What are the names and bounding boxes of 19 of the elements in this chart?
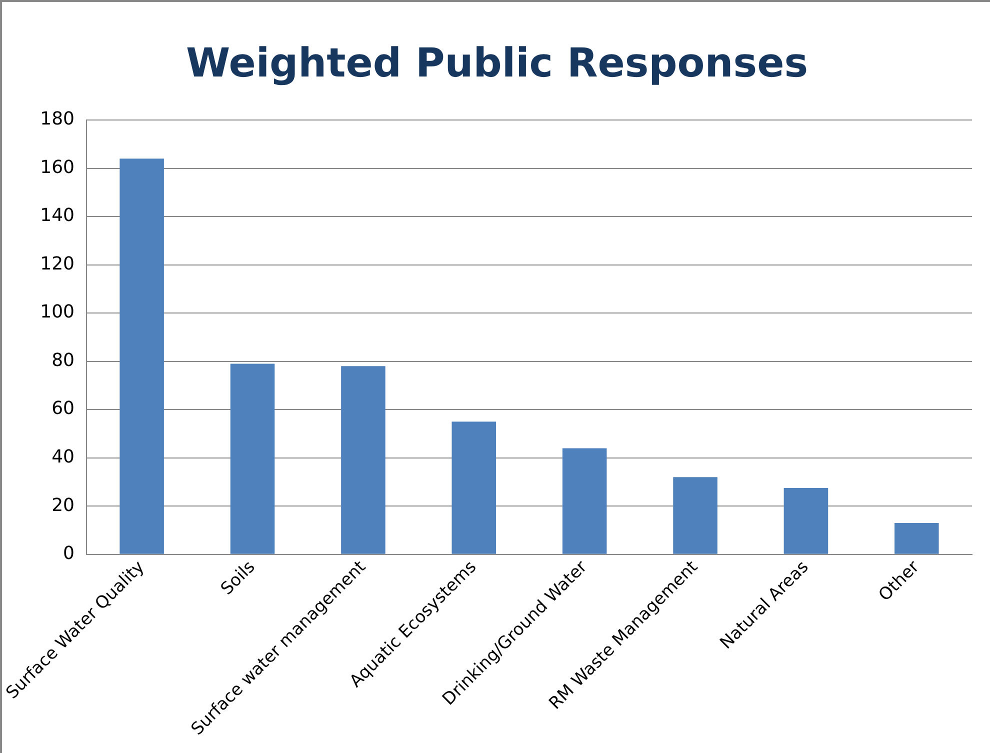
- bar: [120, 158, 164, 554]
- bar: [562, 448, 607, 554]
- y-tick-label: 140: [40, 205, 74, 226]
- bar: [452, 422, 496, 554]
- y-tick-label: 120: [40, 253, 74, 274]
- bar: [894, 522, 939, 554]
- bar: [673, 477, 718, 554]
- bar: [784, 488, 828, 554]
- y-tick-label: 0: [63, 543, 74, 564]
- y-tick-label: 100: [40, 302, 74, 323]
- y-tick-label: 40: [52, 446, 74, 468]
- bar: [230, 364, 275, 554]
- y-tick-label: 60: [52, 398, 74, 420]
- chart-title: Weighted Public Responses: [186, 40, 808, 86]
- y-tick-label: 80: [52, 350, 74, 371]
- y-tick-label: 160: [40, 156, 74, 178]
- bar: [341, 366, 386, 554]
- y-tick-label: 180: [40, 108, 74, 130]
- y-tick-label: 20: [52, 494, 74, 516]
